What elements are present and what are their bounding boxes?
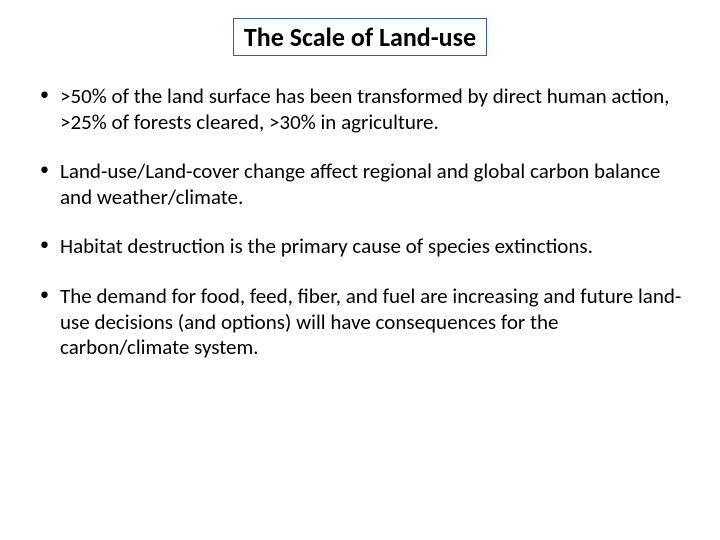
bullet-list: >50% of the land surface has been transf… — [28, 84, 692, 361]
slide-title: The Scale of Land-use — [233, 18, 487, 56]
slide-container: The Scale of Land-use >50% of the land s… — [0, 0, 720, 540]
bullet-item: The demand for food, feed, fiber, and fu… — [38, 284, 692, 361]
title-wrap: The Scale of Land-use — [28, 18, 692, 56]
bullet-item: >50% of the land surface has been transf… — [38, 84, 692, 135]
bullet-item: Land-use/Land-cover change affect region… — [38, 159, 692, 210]
bullet-item: Habitat destruction is the primary cause… — [38, 234, 692, 260]
